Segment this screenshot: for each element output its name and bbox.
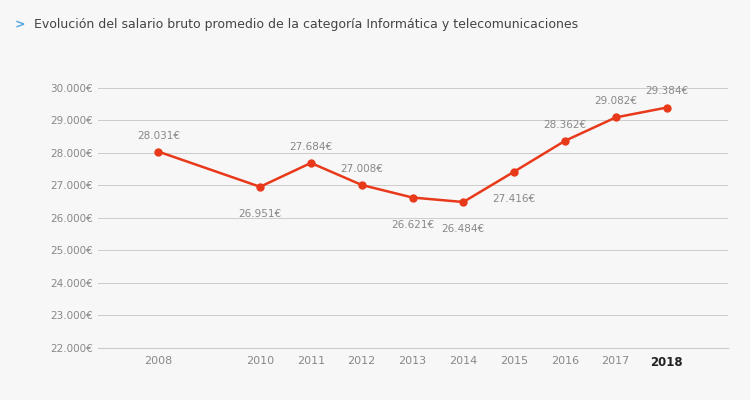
Text: 26.951€: 26.951€ [238,209,282,219]
Text: Evolución del salario bruto promedio de la categoría Informática y telecomunicac: Evolución del salario bruto promedio de … [34,18,578,31]
Text: 26.484€: 26.484€ [442,224,485,234]
Text: 27.416€: 27.416€ [493,194,536,204]
Text: 28.031€: 28.031€ [137,130,180,140]
Text: 27.684€: 27.684€ [290,142,332,152]
Text: 29.384€: 29.384€ [645,86,688,96]
Text: 26.621€: 26.621€ [391,220,434,230]
Text: 27.008€: 27.008€ [340,164,383,174]
Text: 29.082€: 29.082€ [594,96,638,106]
Text: 28.362€: 28.362€ [543,120,586,130]
Text: >: > [15,18,26,31]
